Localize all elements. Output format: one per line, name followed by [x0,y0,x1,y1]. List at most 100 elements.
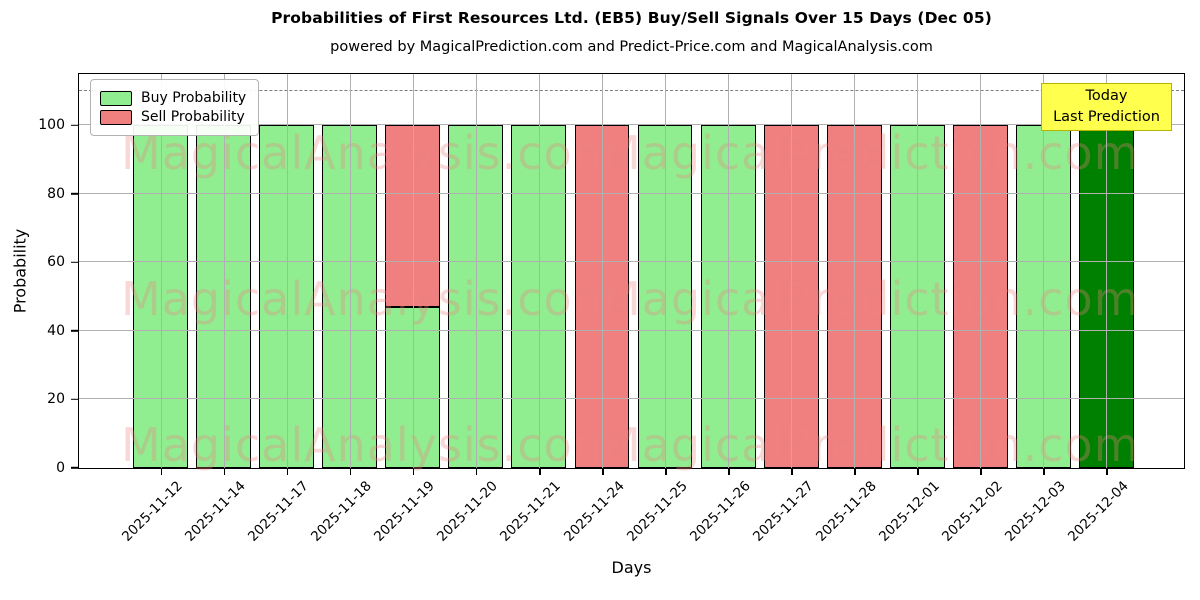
bar-slot: 2025-11-21 [497,74,570,545]
x-tick-label: 2025-11-24 [560,478,628,545]
v-gridline [917,74,919,468]
y-tick-label: 60 [47,254,65,271]
bar-slot: 2025-12-04 [1065,74,1138,545]
bar-slot: 2025-11-18 [308,74,381,545]
v-gridline [160,74,162,468]
watermark-magicalprediction: MagicalPrediction.com [601,418,1140,472]
v-gridline [665,74,667,468]
bar-slot: 2025-11-28 [813,74,886,545]
today-annotation-line1: Today [1085,88,1128,104]
x-tick-mark [980,468,982,475]
x-tick-mark [160,468,163,475]
bar-slot: 2025-12-01 [876,74,949,545]
x-tick-label: 2025-11-12 [119,478,186,545]
x-tick-label: 2025-12-01 [875,478,943,545]
x-tick-mark [1043,468,1045,475]
bar-slot: 2025-11-25 [624,74,697,545]
watermark-magicalanalysis: MagicalAnalysis.com [121,126,619,180]
buy-swatch-icon [100,90,132,106]
bar-slot: 2025-11-14 [182,74,255,545]
x-tick-mark [538,468,541,475]
bar-slot: 2025-11-17 [245,74,318,545]
bar-slot: 2025-12-03 [1002,74,1075,545]
y-axis-label: Probability [10,228,30,314]
y-tick-label: 40 [47,322,65,339]
y-tick-mark [71,398,79,401]
bar-slot: 2025-12-02 [939,74,1012,545]
legend-item-sell: Sell Probability [100,109,246,125]
legend: Buy Probability Sell Probability [90,79,260,136]
sell-swatch-icon [100,109,132,125]
x-tick-mark [349,468,352,475]
bars-container: 2025-11-12 2025-11-14 2025-11-17 2025-11-18… [79,74,1184,545]
watermark-magicalprediction: MagicalPrediction.com [601,126,1140,180]
x-tick-mark [412,468,415,475]
v-gridline [1043,74,1045,468]
x-tick-mark [791,468,793,475]
x-tick-mark [917,468,919,475]
y-tick-mark [71,467,79,469]
y-tick-label: 100 [38,117,65,134]
watermark-magicalprediction: MagicalPrediction.com [601,272,1140,326]
y-tick-label: 0 [56,460,65,476]
h-gridline [79,261,1184,263]
y-tick-mark [71,261,79,264]
plot-area: 2025-11-12 2025-11-14 2025-11-17 2025-11-18… [38,73,1185,545]
legend-label-buy: Buy Probability [141,90,247,106]
v-gridline [475,74,477,468]
x-tick-label: 2025-11-14 [182,478,249,545]
y-tick-mark [71,193,79,195]
today-annotation: Today Last Prediction [1041,83,1172,132]
h-gridline [79,124,1184,126]
x-tick-mark [601,468,604,475]
v-gridline [349,74,351,468]
y-tick-mark [71,330,79,332]
v-gridline [854,74,856,468]
x-tick-mark [728,468,730,475]
x-tick-label: 2025-12-03 [1001,478,1069,545]
x-tick-label: 2025-11-26 [686,478,754,545]
x-tick-label: 2025-11-19 [371,478,439,545]
chart-title: Probabilities of First Resources Ltd. (E… [271,9,992,27]
chart-subtitle: powered by MagicalPrediction.com and Pre… [330,39,933,55]
x-tick-label: 2025-11-25 [623,478,691,545]
bar-slot: 2025-11-24 [560,74,633,545]
x-tick-mark [286,468,289,475]
watermark-magicalanalysis: MagicalAnalysis.com [121,418,619,472]
x-tick-label: 2025-11-17 [245,478,312,545]
legend-label-sell: Sell Probability [141,109,245,125]
v-gridline [412,74,414,468]
x-tick-mark [475,468,478,475]
v-gridline [1106,74,1108,468]
x-tick-mark [1106,468,1109,475]
watermark-magicalanalysis: MagicalAnalysis.com [121,272,619,326]
bar-slot: 2025-11-27 [750,74,823,545]
y-tick-mark [71,124,79,127]
x-tick-mark [854,468,856,475]
bar-slot: 2025-11-20 [434,74,507,545]
x-tick-label: 2025-12-04 [1064,478,1132,545]
bar-slot: 2025-11-19 [371,74,444,545]
h-gridline [79,329,1184,331]
v-gridline [980,74,982,468]
v-gridline [601,74,603,468]
x-tick-label: 2025-11-21 [497,478,565,545]
x-tick-mark [665,468,667,475]
bar-slot: 2025-11-12 [119,74,192,545]
v-gridline [728,74,730,468]
x-tick-label: 2025-11-28 [812,478,880,545]
bar-slot: 2025-11-26 [687,74,760,545]
x-tick-label: 2025-11-18 [308,478,376,545]
x-tick-label: 2025-11-20 [434,478,502,545]
x-axis-label: Days [611,558,652,577]
h-gridline [79,398,1184,400]
v-gridline [223,74,225,468]
legend-item-buy: Buy Probability [100,90,246,106]
y-tick-label: 80 [47,185,65,202]
today-annotation-line2: Last Prediction [1053,109,1160,126]
h-gridline [79,192,1184,194]
x-tick-label: 2025-12-02 [938,478,1006,545]
v-gridline [538,74,540,468]
x-tick-label: 2025-11-27 [749,478,817,545]
